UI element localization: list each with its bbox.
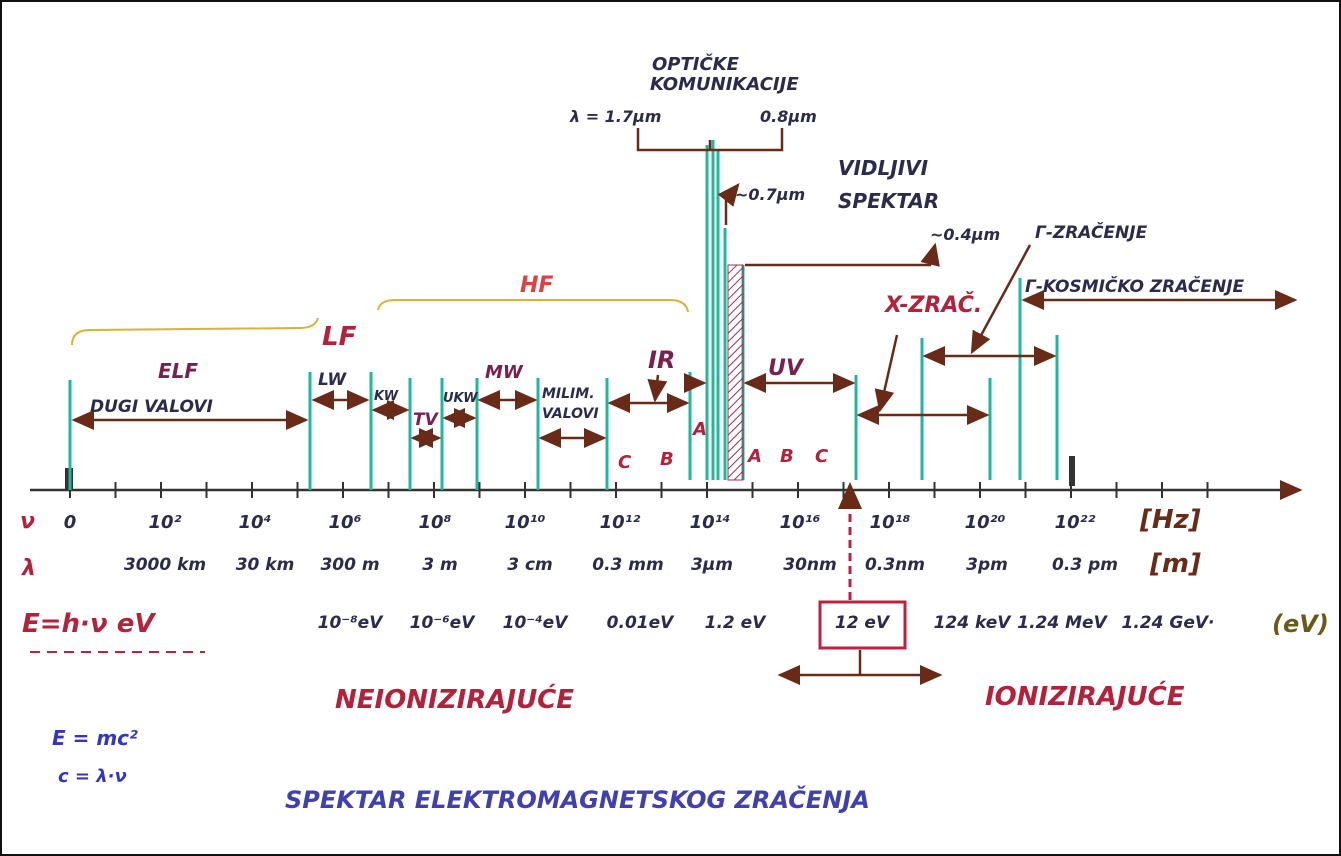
formula: E = mc² [52, 726, 138, 750]
frequency-label: 10²⁰ [965, 512, 1006, 533]
band-label: ELF [158, 359, 198, 383]
band-label: UKW [443, 391, 478, 406]
band-label: UV [768, 356, 805, 381]
band-label: B [780, 446, 794, 467]
wavelength-label: 3 m [422, 555, 457, 575]
row-unit: [m] [1149, 549, 1201, 579]
lf-brace [71, 317, 319, 346]
wavelength-label: 0.3 pm [1052, 555, 1118, 575]
wavelength-label: 0.3nm [865, 555, 925, 575]
label: KOMUNIKACIJE [650, 74, 799, 95]
wavelength-label: 3 cm [507, 555, 553, 575]
label: VIDLJIVI [838, 156, 929, 180]
title: SPEKTAR ELEKTROMAGNETSKOG ZRAČENJA [285, 784, 870, 814]
band-label: VALOVI [542, 406, 599, 422]
frequency-label: 10⁸ [419, 512, 452, 533]
label: OPTIČKE [652, 53, 740, 75]
energy-label: 10⁻⁶eV [410, 613, 477, 633]
label: 0.8μm [760, 107, 817, 126]
label: Γ-ZRAČENJE [1035, 221, 1148, 243]
energy-label: 1.24 GeV· [1122, 613, 1215, 633]
label: ~0.4μm [930, 225, 1000, 244]
row-unit: (eV) [1272, 610, 1329, 638]
frequency-label: 10¹⁰ [505, 512, 546, 533]
band-label: TV [413, 410, 440, 430]
band-label: KW [374, 389, 399, 404]
frequency-label: 10¹⁶ [780, 512, 821, 533]
frequency-label: 10¹⁴ [690, 512, 731, 533]
label: ~0.7μm [735, 185, 805, 204]
axis-ticks [69, 482, 1209, 498]
wavelength-label: 30nm [783, 555, 836, 575]
band-label: MILIM. [542, 386, 595, 402]
scale-rows: 0 10² 10⁴ 10⁶ 10⁸ 10¹⁰ 10¹² 10¹⁴ 10¹⁶ 10¹⁸ 10²⁰ 10²… [64, 512, 1215, 633]
energy-label: 1.24 MeV [1017, 613, 1108, 633]
region-label: NEIONIZIRAJUĆE [335, 683, 574, 715]
frequency-label: 10⁴ [239, 512, 272, 533]
band-label: B [660, 449, 674, 470]
band-label: DUGI VALOVI [90, 397, 213, 417]
band-label: LW [318, 370, 347, 390]
frequency-label: 10² [149, 512, 182, 533]
energy-label: 12 eV [835, 613, 891, 633]
band-label: LF [322, 322, 357, 352]
band-label: HF [520, 273, 553, 298]
row-unit: [Hz] [1139, 505, 1201, 535]
band-label: MW [485, 362, 524, 383]
row-symbol: E=h·ν eV [22, 609, 156, 639]
energy-label: 1.2 eV [705, 613, 768, 633]
frequency-label: 10¹⁸ [870, 512, 911, 533]
region-label: IONIZIRAJUĆE [985, 680, 1185, 712]
label: X-ZRAČ. [883, 292, 982, 318]
energy-label: 124 keV [934, 613, 1013, 633]
frequency-label: 10¹² [600, 512, 641, 533]
band-label: A [691, 419, 707, 440]
band-label: IR [648, 346, 675, 374]
label: Γ-KOSMIČKO ZRAČENJE [1025, 275, 1245, 297]
band-arrows [71, 128, 1298, 685]
row-symbol: λ [21, 556, 36, 581]
wavelength-label: 30 km [236, 555, 295, 575]
axis-end [1069, 456, 1075, 486]
band-label: C [815, 446, 829, 467]
frequency-label: 10²² [1055, 512, 1096, 533]
wavelength-label: 3μm [691, 555, 733, 575]
energy-label: 10⁻⁸eV [318, 613, 385, 633]
label: λ = 1.7μm [569, 107, 661, 126]
frequency-label: 0 [64, 512, 77, 533]
wavelength-label: 0.3 mm [592, 555, 663, 575]
label: SPEKTAR [838, 189, 939, 213]
formula: c = λ·ν [58, 766, 127, 787]
wavelength-label: 300 m [320, 555, 379, 575]
energy-label: 0.01eV [607, 613, 675, 633]
frequency-label: 10⁶ [329, 512, 362, 533]
wavelength-label: 3pm [966, 555, 1008, 575]
row-symbol: ν [20, 509, 35, 534]
energy-label: 10⁻⁴eV [503, 613, 570, 633]
band-label: C [618, 452, 632, 473]
hf-brace [377, 299, 689, 313]
band-label: A [746, 446, 762, 467]
visible-band [727, 264, 744, 481]
wavelength-label: 3000 km [124, 555, 206, 575]
threshold-box [818, 600, 907, 650]
